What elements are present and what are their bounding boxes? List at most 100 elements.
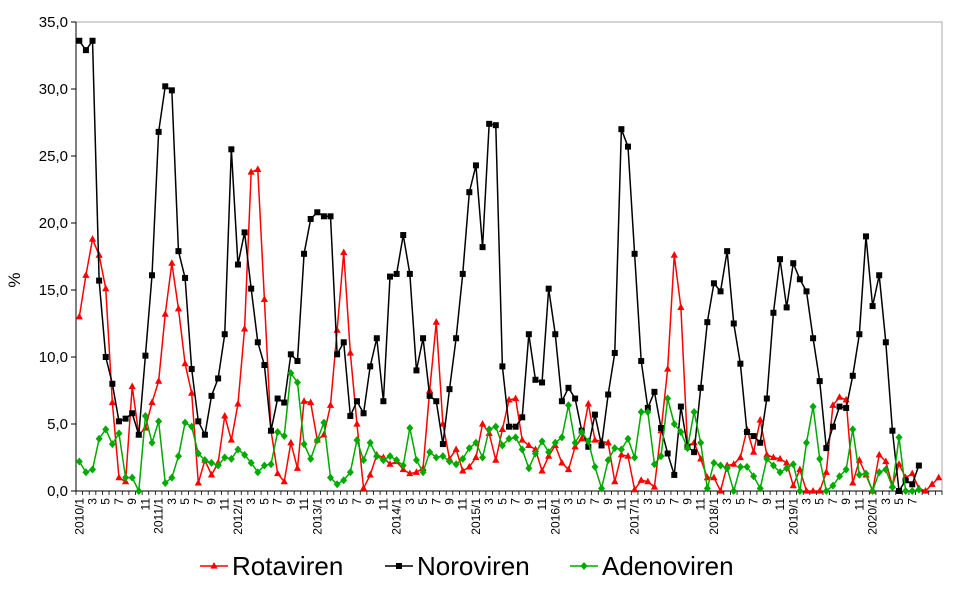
data-point-noroviren [446,386,453,393]
legend-marker-rotaviren [210,562,218,569]
data-point-rotaviren [115,473,123,481]
data-point-adenoviren [895,433,903,442]
data-point-rotaviren [921,487,930,494]
data-point-noroviren [651,388,658,395]
x-tick-label: 3 [561,498,575,505]
data-point-noroviren [757,439,764,446]
data-point-adenoviren [538,437,546,446]
x-tick-label: 7 [350,498,364,505]
data-point-adenoviren [75,457,83,466]
data-point-noroviren [512,423,519,430]
y-tick-label: 35,0 [39,14,68,31]
data-point-rotaviren [578,434,586,442]
data-point-adenoviren [432,453,440,462]
data-point-noroviren [426,392,433,399]
data-point-adenoviren [690,407,698,416]
data-point-adenoviren [551,438,559,447]
data-point-adenoviren [465,444,473,453]
data-point-noroviren [611,349,618,356]
data-point-rotaviren [307,398,315,406]
data-point-noroviren [360,410,367,417]
legend-label-adenoviren: Adenoviren [602,551,734,581]
data-point-adenoviren [875,468,883,477]
data-point-adenoviren [882,465,890,474]
data-point-noroviren [89,37,96,44]
data-point-noroviren [129,410,136,417]
data-point-noroviren [671,471,678,478]
data-point-rotaviren [75,312,83,320]
data-point-noroviren [691,449,698,456]
x-tick-label: 11 [535,498,549,511]
data-point-adenoviren [135,487,143,495]
data-point-adenoviren [564,401,572,410]
data-point-adenoviren [703,484,711,493]
data-point-noroviren [565,384,572,391]
data-point-rotaviren [802,487,811,494]
x-tick-label: 11 [376,498,390,511]
data-point-adenoviren [578,428,586,437]
data-point-rotaviren [128,382,136,390]
data-point-adenoviren [717,461,725,470]
data-point-adenoviren [842,465,850,474]
data-point-adenoviren [208,458,216,467]
data-point-adenoviren [869,487,877,495]
data-point-noroviren [115,418,122,425]
data-point-rotaviren [664,365,672,372]
data-point-adenoviren [816,454,824,463]
x-tick-label: 11 [614,498,628,511]
x-tick-label: 2012/1 [231,498,245,535]
data-point-rotaviren [776,454,784,462]
x-tick-label: 2018/1 [707,498,721,535]
x-tick-label: 2015/1 [469,498,483,535]
data-point-adenoviren [300,440,308,449]
data-point-rotaviren [274,469,282,477]
data-point-adenoviren [657,452,665,461]
data-point-adenoviren [340,476,348,485]
data-point-rotaviren [346,348,354,356]
data-point-noroviren [135,431,142,438]
data-point-adenoviren [789,460,797,469]
data-point-noroviren [915,462,922,469]
data-point-rotaviren [406,469,414,477]
data-point-adenoviren [617,445,625,454]
y-tick-label: 15,0 [39,282,68,299]
data-point-noroviren [387,273,394,280]
data-point-rotaviren [624,452,632,459]
data-point-noroviren [327,213,334,220]
data-point-adenoviren [730,487,738,495]
data-point-adenoviren [141,411,149,420]
data-point-noroviren [506,423,512,430]
data-point-adenoviren [558,433,566,442]
data-point-rotaviren [227,436,235,443]
data-point-noroviren [862,233,869,240]
data-point-rotaviren [260,295,269,302]
data-point-noroviren [155,128,162,135]
data-point-noroviren [638,358,645,365]
data-point-noroviren [248,285,255,292]
data-point-noroviren [796,276,803,283]
data-point-adenoviren [201,456,209,465]
data-point-rotaviren [181,359,189,367]
data-point-rotaviren [326,401,335,408]
data-point-rotaviren [472,453,480,461]
data-point-rotaviren [650,482,659,490]
data-point-noroviren [149,272,156,279]
data-point-adenoviren [531,449,539,458]
x-tick-label: 9 [125,498,139,505]
data-point-adenoviren [307,454,315,463]
data-point-rotaviren [280,477,288,485]
data-point-adenoviren [214,461,222,470]
data-point-noroviren [743,429,750,436]
x-tick-label: 2020/1 [866,498,880,535]
data-point-noroviren [109,380,116,387]
data-point-noroviren [902,477,909,484]
data-point-adenoviren [670,420,678,428]
x-tick-label: 7 [271,498,285,505]
data-point-noroviren [479,244,486,251]
data-point-rotaviren [763,450,771,458]
data-point-adenoviren [637,407,645,416]
x-tick-label: 2019/1 [786,498,800,535]
series-layer [75,37,943,495]
data-point-rotaviren [512,394,520,402]
x-tick-label: 5 [99,498,113,505]
